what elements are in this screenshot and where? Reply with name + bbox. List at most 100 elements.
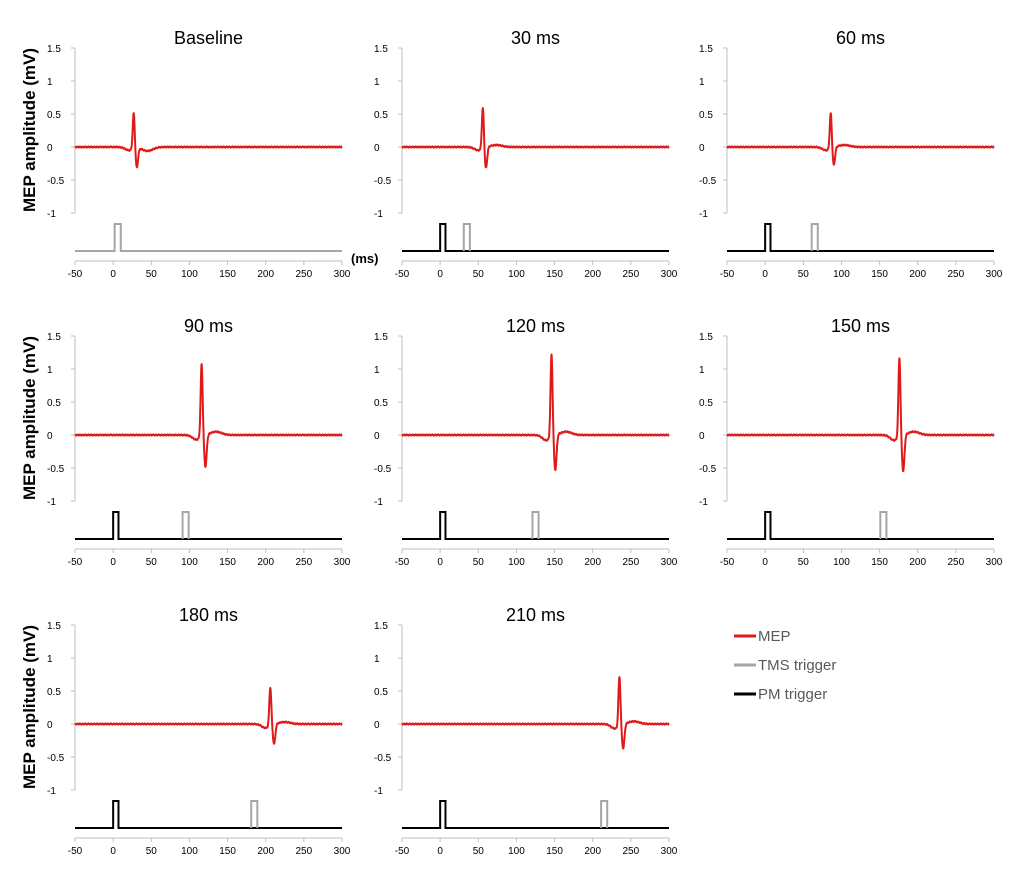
x-tick-label: -50: [720, 557, 735, 568]
x-tick-label: 0: [437, 557, 443, 568]
y-tick-label: 0.5: [47, 687, 61, 698]
mep-trace: [74, 363, 343, 468]
y-tick-label: -1: [699, 209, 708, 220]
y-tick-label: -0.5: [374, 464, 392, 475]
tms-trigger-line: [181, 511, 190, 539]
x-tick-label: 150: [546, 846, 563, 857]
x-tick-label: 50: [473, 557, 485, 568]
legend-label: PM trigger: [758, 686, 827, 703]
y-tick-label: 0: [47, 720, 53, 731]
panel-1: Baseline 1.5 1 0.5 0 -0.5 -1 -50 0 50 100 150 200 250…: [47, 28, 351, 280]
x-tick-label: 200: [909, 557, 926, 568]
y-tick-label: 1: [699, 365, 705, 376]
x-tick-label: 100: [508, 846, 525, 857]
x-tick-label: 0: [762, 269, 768, 280]
x-tick-label: 250: [623, 846, 640, 857]
mep-trace: [726, 357, 995, 473]
x-tick-label: 200: [909, 269, 926, 280]
y-tick-label: 0.5: [374, 687, 388, 698]
y-tick-label: -0.5: [699, 464, 717, 475]
y-tick-label: 1: [47, 365, 53, 376]
x-tick-label: 100: [833, 269, 850, 280]
x-tick-label: 50: [798, 557, 810, 568]
y-tick-label: 0.5: [699, 398, 713, 409]
mep-trace: [401, 676, 670, 750]
y-tick-label: -0.5: [699, 176, 717, 187]
legend-label: MEP: [758, 628, 791, 645]
x-tick-label: 100: [508, 269, 525, 280]
y-tick-label: -0.5: [374, 753, 392, 764]
x-tick-label: 0: [110, 846, 116, 857]
panel-title: 30 ms: [511, 28, 560, 48]
y-tick-label: -0.5: [374, 176, 392, 187]
x-tick-label: 250: [296, 269, 313, 280]
x-tick-label: 0: [437, 846, 443, 857]
x-tick-label: 250: [296, 557, 313, 568]
x-tick-label: 300: [661, 846, 678, 857]
pm-trigger-line: [402, 511, 669, 540]
x-tick-label: 50: [798, 269, 810, 280]
y-tick-label: -1: [374, 786, 383, 797]
x-tick-label: 100: [508, 557, 525, 568]
y-tick-label: -1: [47, 209, 56, 220]
pm-trigger-line: [727, 511, 994, 540]
y-tick-label: 1.5: [374, 332, 388, 343]
y-tick-label: 0: [374, 143, 380, 154]
x-tick-label: 50: [146, 846, 158, 857]
panel-4: 90 ms 1.5 1 0.5 0 -0.5 -1 -50 0 50 100 150 200 250 300: [47, 316, 351, 568]
y-tick-label: 0.5: [47, 398, 61, 409]
y-axis-title: MEP amplitude (mV): [20, 625, 39, 789]
mep-trace: [401, 107, 670, 169]
x-tick-label: -50: [68, 846, 83, 857]
mep-trace: [74, 686, 343, 745]
x-tick-label: 50: [146, 557, 158, 568]
x-tick-label: 150: [219, 846, 236, 857]
panel-2: 30 ms 1.5 1 0.5 0 -0.5 -1 -50 0 50 100 150 200 250 300: [374, 28, 678, 280]
pm-trigger-line: [402, 223, 669, 252]
panel-8: 210 ms 1.5 1 0.5 0 -0.5 -1 -50 0 50 100 150 200 250 30…: [374, 605, 678, 857]
y-tick-label: -1: [47, 497, 56, 508]
x-tick-label: 0: [762, 557, 768, 568]
x-tick-label: 150: [219, 269, 236, 280]
panel-6: 150 ms 1.5 1 0.5 0 -0.5 -1 -50 0 50 100 150 200 250 30…: [699, 316, 1003, 568]
y-tick-label: 1: [699, 77, 705, 88]
x-tick-label: 200: [584, 846, 601, 857]
x-tick-label: 50: [473, 269, 485, 280]
y-tick-label: 1.5: [699, 332, 713, 343]
tms-trigger-line: [600, 800, 609, 828]
x-tick-label: 100: [181, 846, 198, 857]
x-tick-label: -50: [68, 269, 83, 280]
y-tick-label: 0: [374, 720, 380, 731]
x-tick-label: 200: [584, 269, 601, 280]
panel-5: 120 ms 1.5 1 0.5 0 -0.5 -1 -50 0 50 100 150 200 250 30…: [374, 316, 678, 568]
x-tick-label: -50: [68, 557, 83, 568]
x-tick-label: 150: [871, 269, 888, 280]
x-tick-label: 150: [546, 557, 563, 568]
x-tick-label: 50: [146, 269, 158, 280]
pm-trigger-line: [75, 800, 342, 829]
y-tick-label: 0.5: [374, 110, 388, 121]
pm-trigger-line: [727, 223, 994, 252]
panel-title: Baseline: [174, 28, 243, 48]
y-tick-label: 0.5: [374, 398, 388, 409]
x-tick-label: 150: [219, 557, 236, 568]
x-tick-label: 0: [110, 557, 116, 568]
y-tick-label: 0: [699, 431, 705, 442]
legend: MEP TMS trigger PM trigger: [734, 628, 836, 703]
y-axis-title: MEP amplitude (mV): [20, 48, 39, 212]
y-tick-label: 1.5: [374, 44, 388, 55]
y-tick-label: 1: [47, 77, 53, 88]
x-tick-label: 50: [473, 846, 485, 857]
tms-trigger-line: [250, 800, 259, 828]
y-tick-label: 1.5: [374, 621, 388, 632]
x-tick-label: 300: [334, 846, 351, 857]
x-tick-label: 250: [948, 557, 965, 568]
y-tick-label: 1: [374, 77, 380, 88]
x-tick-label: 250: [948, 269, 965, 280]
x-tick-label: 200: [257, 269, 274, 280]
x-tick-label: 300: [986, 269, 1003, 280]
x-tick-label: 0: [437, 269, 443, 280]
x-tick-label: 100: [181, 269, 198, 280]
x-tick-label: -50: [395, 557, 410, 568]
mep-trace: [74, 112, 343, 169]
